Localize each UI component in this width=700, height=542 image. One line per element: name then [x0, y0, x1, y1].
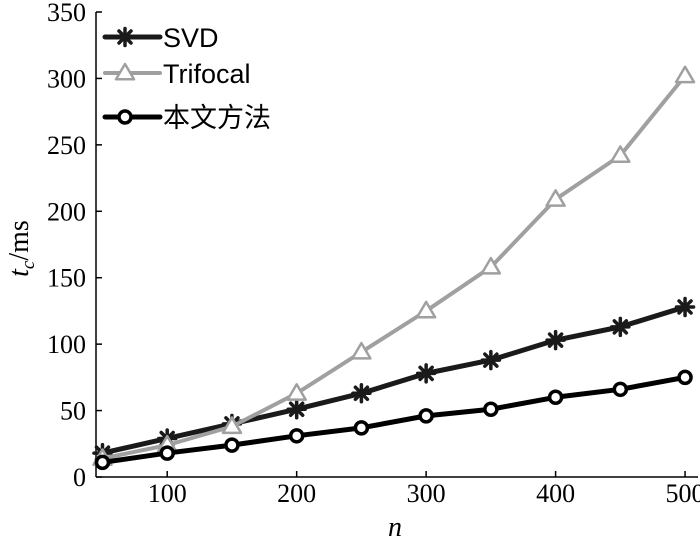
y-axis-label-subscript: c	[18, 260, 39, 269]
x-ticks: 100 200 300 400 500	[148, 471, 700, 508]
legend-label: Trifocal	[163, 59, 251, 89]
legend-label: SVD	[163, 23, 219, 53]
circle-shape	[159, 445, 175, 461]
data-point	[288, 428, 305, 444]
y-tick-label: 50	[60, 397, 86, 426]
y-tick-label: 350	[47, 0, 86, 27]
marker-triangle	[114, 62, 136, 81]
legend-item: SVD	[102, 23, 219, 53]
x-tick-label: 500	[666, 479, 700, 508]
y-tick-label: 150	[47, 264, 86, 293]
x-tick-label: 200	[277, 479, 316, 508]
x-tick-label: 400	[536, 479, 575, 508]
series-line	[99, 304, 688, 456]
circle-shape	[94, 454, 111, 471]
data-point	[286, 398, 307, 420]
asterisk-center	[121, 33, 129, 41]
data-point	[94, 454, 111, 471]
series-line	[100, 73, 688, 461]
asterisk-center	[357, 389, 365, 397]
legend-label: 本文方法	[163, 103, 271, 133]
circle-shape	[224, 437, 240, 453]
circle-shape	[677, 369, 693, 386]
data-point	[159, 445, 175, 461]
circle-shape	[418, 408, 434, 424]
y-tick-label: 100	[47, 330, 86, 359]
legend: SVD Trifocal 本文方法	[102, 23, 271, 133]
data-point	[480, 256, 502, 275]
legend-item: 本文方法	[102, 103, 271, 133]
data-point	[224, 437, 240, 453]
data-point	[480, 349, 502, 371]
circle-shape	[547, 389, 564, 406]
x-axis-label: n	[388, 512, 402, 542]
data-point	[483, 401, 499, 417]
data-point	[547, 389, 564, 406]
circle-shape	[353, 420, 370, 436]
data-point	[677, 369, 693, 386]
y-axis-label-unit: /ms	[4, 220, 35, 260]
data-point	[674, 296, 696, 318]
data-point	[545, 189, 566, 207]
data-point	[221, 416, 243, 435]
data-point	[418, 408, 434, 424]
triangle-shape	[480, 256, 502, 275]
triangle-shape	[674, 65, 696, 84]
data-point	[612, 381, 629, 398]
triangle-shape	[351, 341, 372, 360]
triangle-shape	[610, 145, 631, 164]
marker-asterisk	[114, 26, 136, 48]
asterisk-center	[616, 323, 624, 331]
series-layer	[92, 65, 696, 471]
data-point	[415, 363, 437, 384]
triangle-shape	[545, 189, 566, 207]
asterisk-center	[487, 356, 495, 364]
data-point	[351, 383, 372, 404]
series-circle	[94, 369, 693, 471]
asterisk-center	[681, 303, 689, 311]
y-ticks: 0 50 100 150 200 250 300 350	[47, 0, 102, 492]
data-point	[353, 420, 370, 436]
marker-circle	[117, 109, 133, 125]
triangle-shape	[415, 300, 437, 319]
circle-shape	[117, 109, 133, 125]
axes	[95, 12, 698, 478]
y-tick-label: 300	[47, 64, 86, 93]
data-point	[351, 341, 372, 360]
triangle-shape	[286, 383, 307, 401]
asterisk-center	[552, 336, 560, 344]
y-tick-label: 200	[47, 197, 86, 226]
data-point	[674, 65, 696, 84]
y-axis-label-main: t	[4, 268, 35, 277]
asterisk-center	[422, 369, 430, 377]
data-point	[286, 383, 307, 401]
asterisk-center	[293, 405, 301, 413]
y-tick-label: 0	[73, 463, 86, 492]
series-asterisk	[92, 296, 696, 464]
data-point	[610, 316, 631, 338]
data-point	[415, 300, 437, 319]
series-line	[99, 374, 688, 465]
legend-item: Trifocal	[103, 59, 251, 89]
circle-shape	[612, 381, 629, 398]
data-point	[545, 329, 566, 351]
y-tick-label: 250	[47, 131, 86, 160]
triangle-shape	[114, 62, 136, 81]
x-tick-label: 100	[148, 479, 187, 508]
circle-shape	[288, 428, 305, 444]
circle-shape	[483, 401, 499, 417]
triangle-shape	[221, 416, 243, 435]
y-axis-label: tc/ms	[4, 220, 39, 277]
data-point	[610, 145, 631, 164]
x-tick-label: 300	[407, 479, 446, 508]
